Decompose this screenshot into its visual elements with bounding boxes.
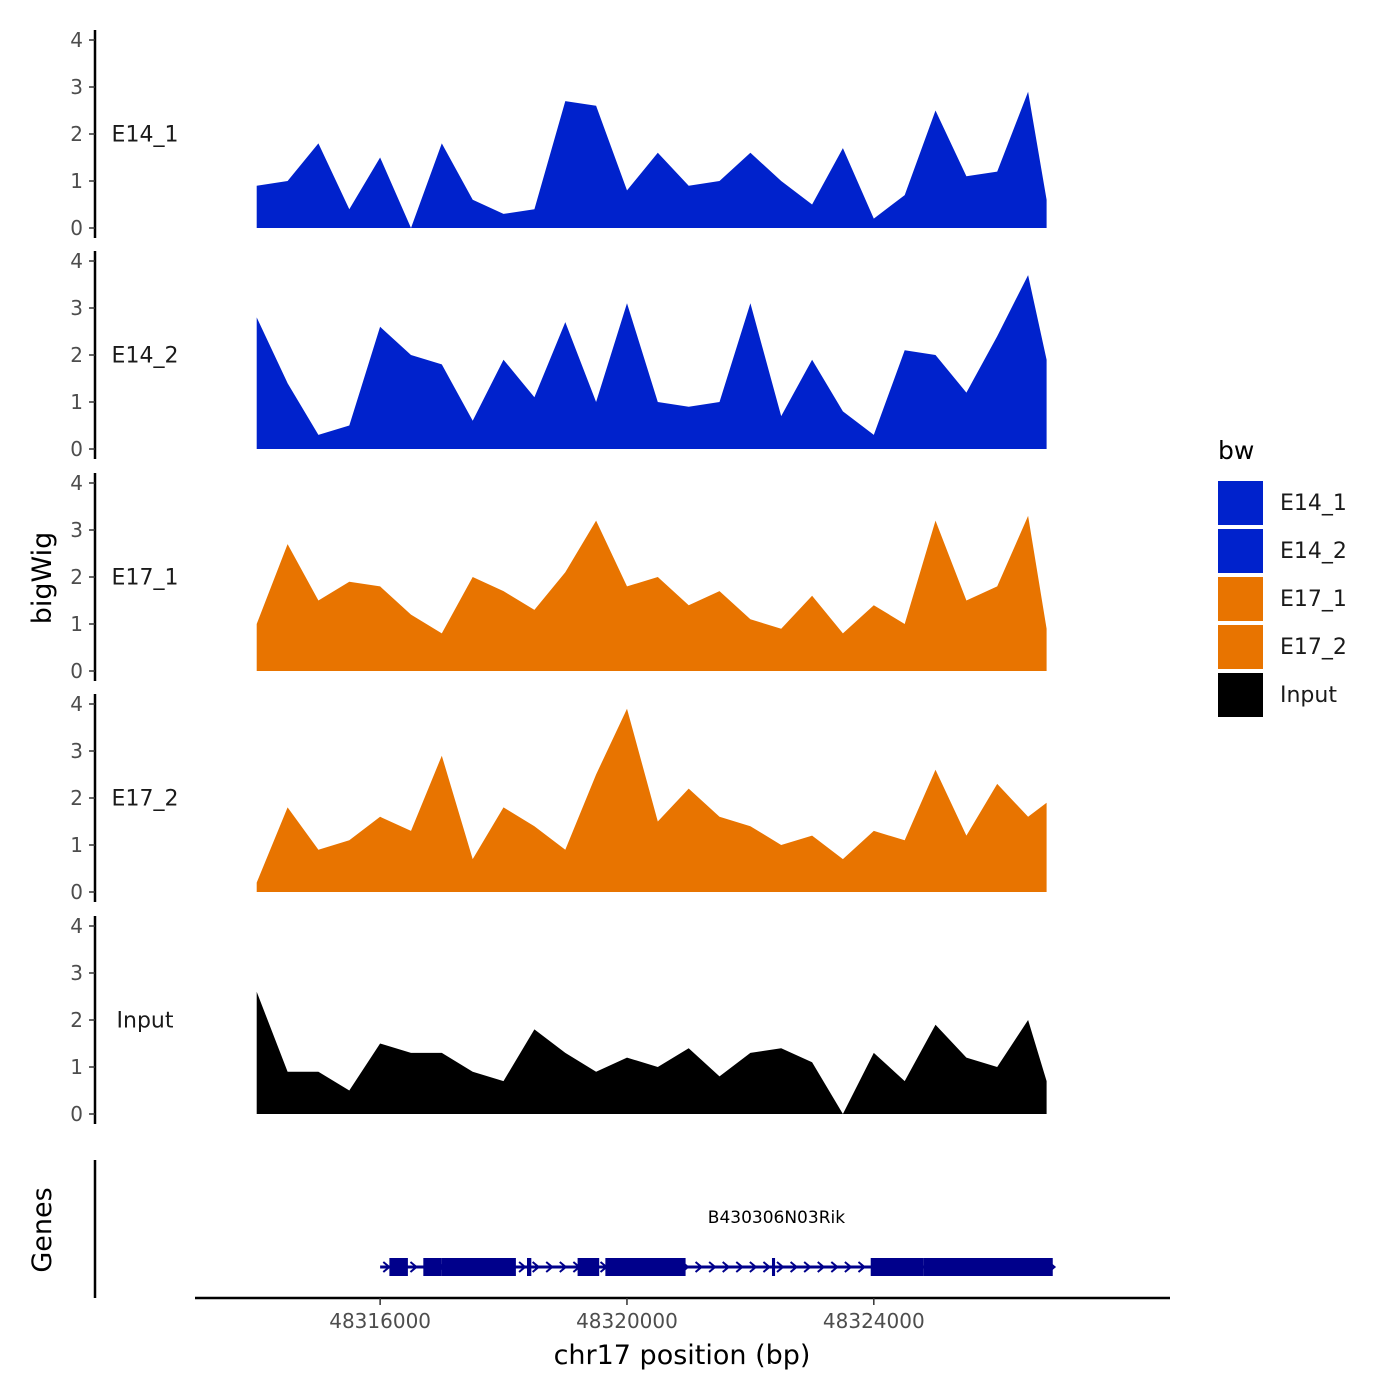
gene-exon <box>923 1258 1053 1276</box>
y-tick-label: 2 <box>70 1008 83 1032</box>
strand-arrow <box>789 1261 799 1273</box>
strand-arrow <box>409 1261 419 1273</box>
track-e17-2: 0 1 2 3 4 E17_2 <box>70 692 1047 904</box>
gene-exon <box>870 1258 924 1276</box>
x-tick-label: 48320000 <box>576 1309 678 1333</box>
track-label-e17-2: E17_2 <box>112 787 179 812</box>
gene-name-label: B430306N03Rik <box>708 1208 845 1228</box>
y-tick-label: 2 <box>70 565 83 589</box>
strand-arrow <box>830 1261 839 1273</box>
legend-swatch-e14-1 <box>1218 481 1263 525</box>
gene-exon <box>423 1258 442 1276</box>
y-tick-label: 4 <box>70 692 83 716</box>
gene-exon <box>441 1258 516 1276</box>
legend-label-e14-2: E14_2 <box>1280 539 1347 564</box>
strand-arrow <box>518 1261 527 1273</box>
y-tick-label: 2 <box>70 122 83 146</box>
y-tick-label: 3 <box>70 739 83 763</box>
strand-arrow <box>817 1261 826 1273</box>
gene-exon <box>389 1258 408 1276</box>
signal-tracks: 0 1 2 3 4 E14_1 0 1 2 3 4 E14_2 0 1 2 3 4 E17_1 0 1 2 3 4 E17_2… <box>70 28 1047 1126</box>
x-axis-title: chr17 position (bp) <box>554 1340 811 1371</box>
strand-arrow <box>857 1261 867 1273</box>
area-input <box>256 991 1047 1114</box>
y-tick-label: 1 <box>70 390 83 414</box>
track-label-input: Input <box>117 1009 174 1034</box>
x-axis: 48316000 48320000 48324000 <box>195 1296 1170 1333</box>
x-tick-label: 48316000 <box>329 1309 431 1333</box>
track-e14-1: 0 1 2 3 4 E14_1 <box>70 28 1047 240</box>
gene-exon <box>605 1258 686 1276</box>
strand-arrow <box>708 1261 717 1273</box>
y-tick-label: 1 <box>70 833 83 857</box>
area-e14-2 <box>256 275 1047 449</box>
gene-exon <box>526 1258 532 1276</box>
y-axis-title: bigWig <box>27 532 58 625</box>
strand-arrow <box>559 1261 568 1273</box>
y-tick-label: 4 <box>70 28 83 52</box>
gene-exon <box>771 1258 776 1276</box>
y-tick-label: 1 <box>70 612 83 636</box>
strand-arrow <box>722 1261 731 1273</box>
x-tick-label: 48324000 <box>823 1309 925 1333</box>
legend-swatch-e14-2 <box>1218 529 1263 573</box>
y-tick-label: 3 <box>70 75 83 99</box>
gene-track: B430306N03Rik <box>93 1160 1057 1298</box>
strand-arrow <box>694 1261 704 1273</box>
track-label-e17-1: E17_1 <box>112 566 179 591</box>
strand-arrow <box>762 1261 771 1273</box>
legend-label-e17-2: E17_2 <box>1280 635 1347 660</box>
y-tick-label: 0 <box>70 437 83 461</box>
y-tick-label: 3 <box>70 961 83 985</box>
track-e17-1: 0 1 2 3 4 E17_1 <box>70 471 1047 683</box>
area-e17-2 <box>256 708 1047 892</box>
legend-label-e17-1: E17_1 <box>1280 587 1347 612</box>
y-tick-label: 0 <box>70 216 83 240</box>
strand-arrow <box>735 1261 744 1273</box>
strand-arrow <box>531 1261 541 1273</box>
legend-label-input: Input <box>1280 683 1337 708</box>
y-tick-label: 2 <box>70 786 83 810</box>
genes-axis-title: Genes <box>27 1187 58 1272</box>
track-label-e14-2: E14_2 <box>112 344 179 369</box>
strand-arrow <box>382 1261 391 1273</box>
strand-arrow <box>803 1261 812 1273</box>
y-tick-label: 0 <box>70 880 83 904</box>
gene-exon <box>577 1258 600 1276</box>
legend: bw E14_1 E14_2 E17_1 E17_2 Input <box>1218 436 1347 717</box>
y-tick-label: 3 <box>70 296 83 320</box>
y-tick-label: 4 <box>70 249 83 273</box>
y-tick-label: 1 <box>70 1055 83 1079</box>
track-e14-2: 0 1 2 3 4 E14_2 <box>70 249 1047 461</box>
area-e14-1 <box>256 91 1047 228</box>
track-input: 0 1 2 3 4 Input <box>70 914 1047 1126</box>
area-e17-1 <box>256 515 1047 671</box>
legend-label-e14-1: E14_1 <box>1280 491 1347 516</box>
track-label-e14-1: E14_1 <box>112 123 179 148</box>
y-tick-label: 0 <box>70 1102 83 1126</box>
y-tick-label: 4 <box>70 471 83 495</box>
legend-title: bw <box>1218 436 1254 465</box>
legend-swatch-e17-2 <box>1218 625 1263 669</box>
y-tick-label: 0 <box>70 659 83 683</box>
y-tick-label: 3 <box>70 518 83 542</box>
strand-arrow <box>776 1261 785 1273</box>
legend-swatch-e17-1 <box>1218 577 1263 621</box>
y-tick-label: 4 <box>70 914 83 938</box>
strand-arrow <box>545 1261 554 1273</box>
y-tick-label: 1 <box>70 169 83 193</box>
strand-arrow <box>749 1261 758 1273</box>
strand-arrow <box>844 1261 853 1273</box>
y-tick-label: 2 <box>70 343 83 367</box>
legend-swatch-input <box>1218 673 1263 717</box>
